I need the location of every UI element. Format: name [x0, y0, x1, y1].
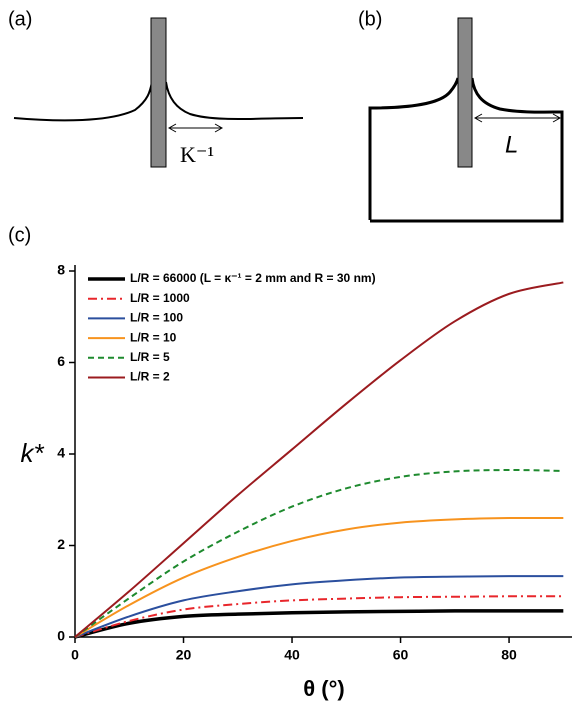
series-line: [74, 469, 564, 638]
x-tick-label: 20: [176, 647, 192, 663]
meniscus: [13, 81, 153, 122]
panel-label: (b): [358, 8, 382, 30]
legend-label: L/R = 1000: [130, 291, 190, 305]
series-line: [74, 609, 564, 639]
container: [368, 77, 460, 220]
arrow-head: [473, 113, 562, 123]
legend-label: L/R = 10: [130, 330, 177, 344]
x-tick-label: 60: [393, 647, 409, 663]
x-tick-label: 80: [501, 647, 517, 663]
annotation: L: [505, 131, 518, 158]
legend-label: L/R = 2: [130, 370, 170, 384]
plate: [457, 17, 473, 168]
x-axis-label: θ (°): [303, 676, 344, 701]
series-line: [74, 595, 564, 638]
annotation: K⁻¹: [180, 142, 214, 167]
series-line: [74, 516, 564, 638]
x-tick-label: 40: [284, 647, 300, 663]
legend-label: L/R = 100: [130, 311, 183, 325]
y-tick-label: 6: [57, 353, 65, 369]
y-tick-label: 8: [57, 262, 65, 278]
y-tick-label: 0: [57, 628, 65, 644]
y-axis-label: k*: [20, 438, 44, 468]
panel-label: (a): [8, 8, 32, 30]
panel-label: (c): [8, 224, 31, 246]
series-line: [74, 281, 564, 638]
meniscus: [165, 81, 304, 120]
container: [370, 77, 564, 223]
x-tick-label: 0: [71, 647, 79, 663]
legend-label: L/R = 66000 (L = κ⁻¹ = 2 mm and R = 30 n…: [130, 271, 376, 285]
arrow-head: [167, 123, 224, 133]
series-line: [74, 575, 564, 638]
legend-label: L/R = 5: [130, 350, 170, 364]
y-tick-label: 4: [57, 445, 65, 461]
plate: [150, 17, 167, 168]
y-tick-label: 2: [57, 536, 65, 552]
